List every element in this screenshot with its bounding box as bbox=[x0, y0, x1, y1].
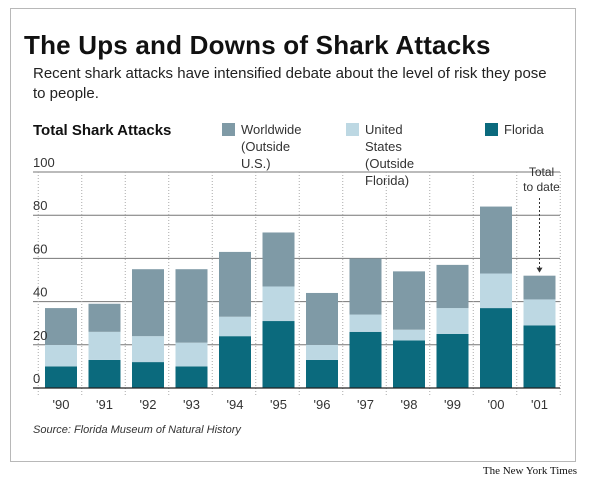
bar-worldwide-outside-u-s-97 bbox=[349, 258, 382, 315]
annotation-layer: Total to date bbox=[523, 165, 560, 273]
x-tick-label-96: '96 bbox=[314, 397, 331, 412]
chart-title: Total Shark Attacks bbox=[33, 122, 172, 139]
bar-united-states-outside-florida-95 bbox=[262, 286, 295, 322]
bar-united-states-outside-florida-90 bbox=[45, 344, 77, 367]
bar-united-states-outside-florida-01 bbox=[523, 299, 556, 326]
page-subtitle: Recent shark attacks have intensified de… bbox=[33, 65, 547, 102]
bar-layer bbox=[45, 206, 556, 388]
bar-florida-93 bbox=[175, 366, 208, 388]
y-tick-label: 60 bbox=[33, 241, 47, 256]
bar-florida-00 bbox=[480, 308, 512, 388]
bar-worldwide-outside-u-s-91 bbox=[88, 303, 121, 332]
y-tick-label: 20 bbox=[33, 328, 47, 343]
bar-united-states-outside-florida-00 bbox=[480, 273, 512, 309]
bar-united-states-outside-florida-99 bbox=[436, 308, 469, 334]
annotation-arrowhead bbox=[536, 267, 543, 273]
x-tick-label-93: '93 bbox=[183, 397, 200, 412]
bar-worldwide-outside-u-s-99 bbox=[436, 264, 469, 309]
bar-united-states-outside-florida-91 bbox=[88, 331, 121, 360]
legend-swatch-worldwide bbox=[222, 123, 235, 136]
y-tick-label: 100 bbox=[33, 155, 55, 170]
x-tick-label-01: '01 bbox=[531, 397, 548, 412]
credit-line: The New York Times bbox=[482, 465, 577, 477]
x-tick-label-00: '00 bbox=[488, 397, 505, 412]
x-tick-label-91: '91 bbox=[96, 397, 113, 412]
chart-frame bbox=[10, 8, 576, 462]
x-tick-label-98: '98 bbox=[401, 397, 418, 412]
bar-florida-91 bbox=[88, 359, 121, 388]
legend-label-united-states: United States (Outside Florida) bbox=[365, 122, 415, 188]
legend-swatch-united-states bbox=[346, 123, 359, 136]
bar-worldwide-outside-u-s-01 bbox=[523, 275, 556, 300]
x-tick-label-97: '97 bbox=[357, 397, 374, 412]
bar-florida-99 bbox=[436, 334, 469, 388]
y-tick-label: 80 bbox=[33, 198, 47, 213]
x-tick-label-94: '94 bbox=[227, 397, 244, 412]
axis-layer: 0 20 40 60 80 100 '90 '91 '92 '93 '94 '95 '96 '97 '98 '… bbox=[33, 155, 560, 412]
x-tick-label-99: '99 bbox=[444, 397, 461, 412]
y-tick-label: 40 bbox=[33, 285, 47, 300]
bar-worldwide-outside-u-s-00 bbox=[480, 206, 512, 274]
bar-florida-97 bbox=[349, 331, 382, 388]
legend-label-florida: Florida bbox=[504, 122, 544, 137]
bar-united-states-outside-florida-94 bbox=[219, 316, 251, 337]
bar-worldwide-outside-u-s-93 bbox=[175, 269, 208, 343]
bar-worldwide-outside-u-s-94 bbox=[219, 251, 251, 317]
bar-worldwide-outside-u-s-96 bbox=[306, 292, 338, 345]
bar-florida-95 bbox=[262, 321, 295, 388]
bar-florida-92 bbox=[132, 362, 164, 388]
bar-florida-94 bbox=[219, 336, 251, 388]
bar-united-states-outside-florida-98 bbox=[393, 329, 425, 341]
bar-florida-01 bbox=[523, 325, 556, 388]
bar-united-states-outside-florida-93 bbox=[175, 342, 208, 367]
grid-layer bbox=[33, 171, 561, 396]
bar-florida-90 bbox=[45, 366, 77, 388]
legend-swatch-florida bbox=[485, 123, 498, 136]
bar-florida-96 bbox=[306, 359, 338, 388]
bar-united-states-outside-florida-97 bbox=[349, 314, 382, 332]
bar-worldwide-outside-u-s-92 bbox=[132, 269, 164, 337]
x-tick-label-90: '90 bbox=[53, 397, 70, 412]
x-tick-label-92: '92 bbox=[140, 397, 157, 412]
bar-united-states-outside-florida-92 bbox=[132, 336, 164, 363]
legend-label-worldwide: Worldwide (Outside U.S.) bbox=[241, 122, 302, 171]
x-tick-label-95: '95 bbox=[270, 397, 287, 412]
bar-united-states-outside-florida-96 bbox=[306, 344, 338, 360]
y-tick-label: 0 bbox=[33, 371, 40, 386]
bar-worldwide-outside-u-s-98 bbox=[393, 271, 425, 330]
bar-worldwide-outside-u-s-95 bbox=[262, 232, 295, 287]
bar-florida-98 bbox=[393, 340, 425, 388]
source-note: Source: Florida Museum of Natural Histor… bbox=[33, 424, 241, 436]
bar-worldwide-outside-u-s-90 bbox=[45, 308, 77, 345]
annotation-total-to-date: Total to date bbox=[523, 165, 560, 194]
page-title: The Ups and Downs of Shark Attacks bbox=[24, 30, 491, 60]
